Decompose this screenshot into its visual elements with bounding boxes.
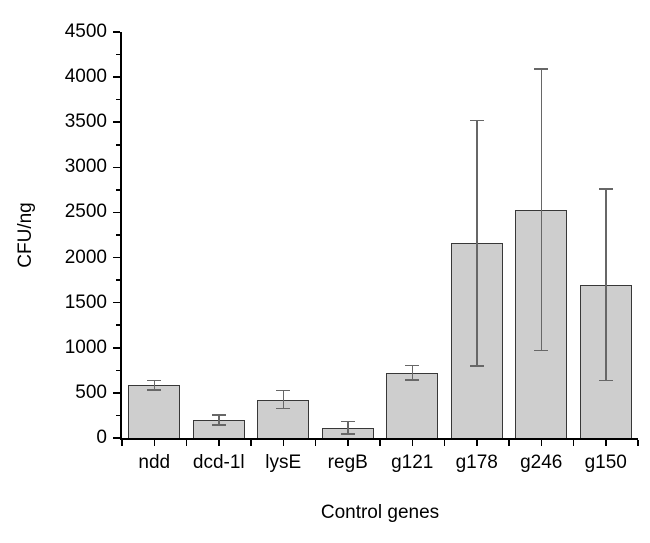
error-bar-cap-top bbox=[147, 379, 162, 381]
error-bar-cap-top bbox=[534, 68, 549, 70]
y-tick-label: 4500 bbox=[64, 21, 107, 42]
x-tick-label-g150: g150 bbox=[584, 452, 627, 473]
y-major-tick bbox=[113, 31, 120, 33]
y-major-tick bbox=[113, 256, 120, 259]
bar-ndd bbox=[128, 385, 181, 438]
y-major-tick bbox=[113, 76, 120, 78]
error-bar-cap-bottom bbox=[469, 365, 484, 367]
error-bar-cap-top bbox=[405, 364, 420, 367]
error-bar-line bbox=[605, 188, 607, 381]
x-tick-label-g178: g178 bbox=[455, 452, 498, 473]
y-minor-tick bbox=[116, 414, 120, 417]
y-minor-tick bbox=[116, 144, 120, 146]
error-bar-cap-bottom bbox=[340, 433, 355, 435]
error-bar-line bbox=[282, 390, 284, 409]
y-minor-tick bbox=[116, 53, 120, 56]
plot-area bbox=[120, 32, 638, 440]
x-tick bbox=[347, 440, 349, 446]
error-bar-cap-top bbox=[276, 389, 291, 392]
error-bar-line bbox=[218, 414, 220, 425]
y-minor-tick bbox=[116, 369, 120, 372]
y-major-tick bbox=[113, 437, 120, 439]
y-major-tick bbox=[113, 301, 120, 304]
x-tick bbox=[572, 440, 575, 446]
error-bar-cap-bottom bbox=[211, 424, 226, 426]
error-bar-cap-top bbox=[598, 188, 613, 190]
x-tick-label-g121: g121 bbox=[391, 452, 434, 473]
y-major-tick bbox=[113, 211, 120, 214]
x-tick bbox=[540, 440, 542, 446]
error-bar-line bbox=[411, 365, 413, 380]
error-bar-line bbox=[540, 68, 542, 351]
error-bar-cap-bottom bbox=[534, 349, 549, 352]
y-minor-tick bbox=[116, 279, 120, 281]
y-tick-label: 2500 bbox=[64, 201, 107, 223]
x-tick-label-g246: g246 bbox=[520, 452, 563, 473]
y-minor-tick bbox=[116, 98, 120, 101]
y-minor-tick bbox=[116, 234, 120, 236]
x-tick bbox=[508, 440, 510, 446]
y-tick-label: 3500 bbox=[64, 111, 107, 133]
y-major-tick bbox=[113, 347, 120, 349]
error-bar-cap-top bbox=[340, 420, 355, 423]
error-bar-cap-bottom bbox=[598, 379, 613, 381]
y-tick-label: 4000 bbox=[64, 66, 107, 88]
error-bar-cap-bottom bbox=[147, 389, 162, 391]
y-tick-label: 2000 bbox=[64, 246, 107, 268]
bar-g121 bbox=[386, 372, 439, 438]
x-tick bbox=[605, 440, 607, 446]
y-minor-tick bbox=[116, 189, 120, 191]
x-tick bbox=[476, 440, 478, 446]
y-tick-label: 1000 bbox=[64, 336, 107, 358]
y-tick-label: 3000 bbox=[64, 156, 107, 178]
x-tick bbox=[411, 440, 413, 446]
x-tick-label-dcd-1l: dcd-1l bbox=[192, 452, 245, 473]
y-major-tick bbox=[113, 121, 120, 123]
y-major-tick bbox=[113, 392, 120, 394]
x-axis-title: Control genes bbox=[320, 502, 440, 523]
y-tick-label: 500 bbox=[75, 381, 107, 403]
y-major-tick bbox=[113, 166, 120, 169]
x-tick-label-ndd: ndd bbox=[138, 452, 171, 473]
y-tick-label: 0 bbox=[96, 427, 107, 448]
error-bar-cap-top bbox=[469, 119, 484, 122]
error-bar-cap-top bbox=[211, 414, 226, 416]
error-bar-cap-bottom bbox=[405, 379, 420, 381]
error-bar-line bbox=[153, 380, 155, 391]
x-tick bbox=[443, 440, 446, 446]
error-bar-cap-bottom bbox=[276, 407, 291, 410]
x-tick bbox=[282, 440, 284, 446]
error-bar-line bbox=[476, 120, 478, 366]
x-tick bbox=[121, 440, 123, 446]
y-minor-tick bbox=[116, 324, 120, 326]
x-tick bbox=[637, 440, 639, 446]
x-tick bbox=[379, 440, 381, 446]
y-tick-label: 1500 bbox=[64, 291, 107, 313]
x-tick bbox=[153, 440, 155, 446]
error-bar-line bbox=[347, 421, 349, 434]
x-tick bbox=[185, 440, 188, 446]
x-tick-label-regB: regB bbox=[327, 452, 368, 473]
x-tick bbox=[314, 440, 317, 446]
x-tick bbox=[250, 440, 252, 446]
x-tick bbox=[218, 440, 220, 446]
x-tick-label-lysE: lysE bbox=[265, 452, 302, 473]
